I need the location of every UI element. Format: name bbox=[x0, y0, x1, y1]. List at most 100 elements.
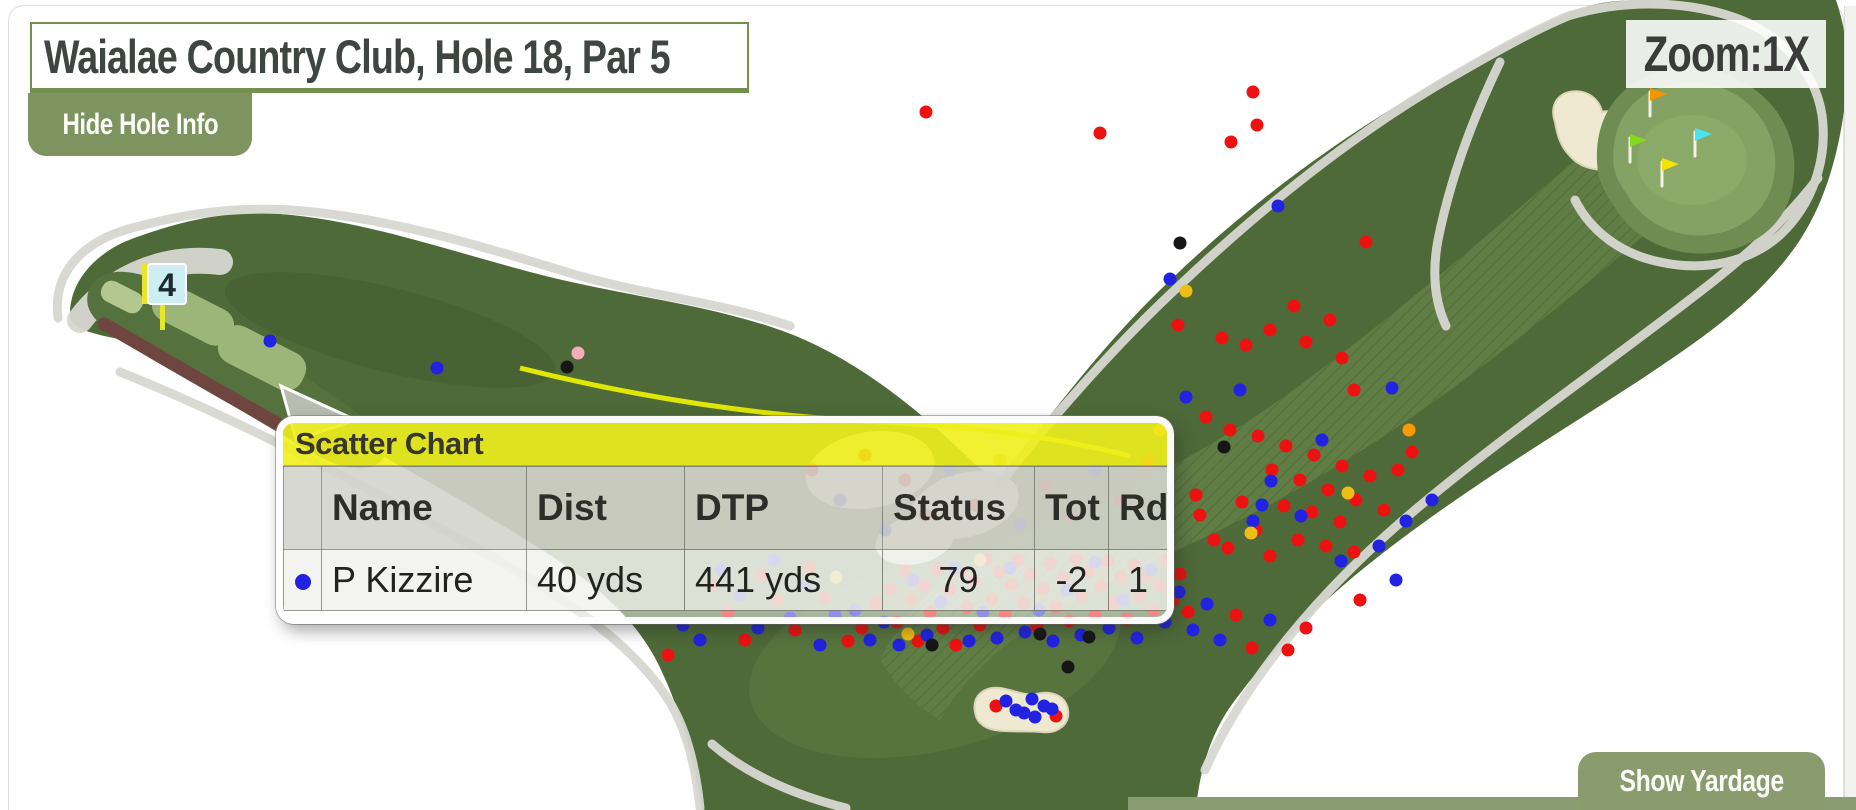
shot-dot[interactable] bbox=[1018, 625, 1032, 639]
shot-dot[interactable] bbox=[1082, 630, 1096, 644]
shot-dot[interactable] bbox=[1246, 85, 1260, 99]
shot-dot[interactable] bbox=[1334, 554, 1348, 568]
shot-dot[interactable] bbox=[1173, 236, 1187, 250]
shot-dot[interactable] bbox=[1363, 469, 1377, 483]
shot-dot[interactable] bbox=[999, 694, 1013, 708]
shot-dot[interactable] bbox=[1353, 593, 1367, 607]
shot-dot[interactable] bbox=[1265, 463, 1279, 477]
shot-dot[interactable] bbox=[1315, 433, 1329, 447]
show-yardage-button[interactable]: Show Yardage bbox=[1578, 752, 1825, 810]
shot-dot[interactable] bbox=[901, 627, 915, 641]
shot-dot[interactable] bbox=[1045, 702, 1059, 716]
shot-dot[interactable] bbox=[841, 634, 855, 648]
shot-dot[interactable] bbox=[1264, 474, 1278, 488]
shot-dot[interactable] bbox=[1171, 318, 1185, 332]
shot-dot[interactable] bbox=[1291, 533, 1305, 547]
shot-dot[interactable] bbox=[989, 699, 1003, 713]
shot-dot[interactable] bbox=[1294, 509, 1308, 523]
shot-dot[interactable] bbox=[1130, 631, 1144, 645]
shot-dot[interactable] bbox=[1028, 710, 1042, 724]
shot-dot[interactable] bbox=[1199, 410, 1213, 424]
shot-dot[interactable] bbox=[1246, 514, 1260, 528]
shot-dot[interactable] bbox=[1333, 515, 1347, 529]
shot-dot[interactable] bbox=[1093, 126, 1107, 140]
shot-dot[interactable] bbox=[936, 621, 950, 635]
shot-dot[interactable] bbox=[1287, 299, 1301, 313]
shot-dot[interactable] bbox=[1299, 335, 1313, 349]
hide-hole-info-button[interactable]: Hide Hole Info bbox=[28, 93, 252, 156]
shot-dot[interactable] bbox=[693, 633, 707, 647]
shot-dot[interactable] bbox=[263, 334, 277, 348]
shot-dot[interactable] bbox=[1255, 498, 1269, 512]
shot-dot[interactable] bbox=[1221, 541, 1235, 555]
shot-dot[interactable] bbox=[738, 633, 752, 647]
shot-dot[interactable] bbox=[1263, 613, 1277, 627]
shot-dot[interactable] bbox=[1263, 323, 1277, 337]
shot-dot[interactable] bbox=[571, 346, 585, 360]
shot-dot[interactable] bbox=[560, 360, 574, 374]
shot-dot[interactable] bbox=[1341, 486, 1355, 500]
shot-dot[interactable] bbox=[1385, 381, 1399, 395]
shot-dot[interactable] bbox=[1391, 463, 1405, 477]
shot-dot[interactable] bbox=[1321, 483, 1335, 497]
shot-dot[interactable] bbox=[1163, 272, 1177, 286]
shot-dot[interactable] bbox=[661, 648, 675, 662]
shot-dot[interactable] bbox=[1235, 495, 1249, 509]
shot-dot[interactable] bbox=[1372, 539, 1386, 553]
shot-dot[interactable] bbox=[1251, 429, 1265, 443]
shot-dot[interactable] bbox=[949, 638, 963, 652]
shot-dot[interactable] bbox=[1017, 706, 1031, 720]
shot-dot[interactable] bbox=[1193, 508, 1207, 522]
shot-dot[interactable] bbox=[1179, 284, 1193, 298]
shot-dot[interactable] bbox=[1244, 526, 1258, 540]
shot-dot[interactable] bbox=[1281, 643, 1295, 657]
shot-dot[interactable] bbox=[751, 621, 765, 635]
shot-dot[interactable] bbox=[1250, 118, 1264, 132]
shot-dot[interactable] bbox=[892, 638, 906, 652]
shot-dot[interactable] bbox=[1033, 627, 1047, 641]
shot-dot[interactable] bbox=[1233, 383, 1247, 397]
shot-dot[interactable] bbox=[1347, 383, 1361, 397]
shot-dot[interactable] bbox=[1245, 641, 1259, 655]
shot-dot[interactable] bbox=[1213, 633, 1227, 647]
shot-dot[interactable] bbox=[1399, 514, 1413, 528]
shot-dot[interactable] bbox=[919, 105, 933, 119]
shot-dot[interactable] bbox=[1189, 488, 1203, 502]
shot-dot[interactable] bbox=[1207, 533, 1221, 547]
shot-dot[interactable] bbox=[1293, 473, 1307, 487]
shot-dot[interactable] bbox=[925, 638, 939, 652]
shot-dot[interactable] bbox=[1179, 390, 1193, 404]
shot-dot[interactable] bbox=[1173, 567, 1187, 581]
shot-dot[interactable] bbox=[920, 628, 934, 642]
shot-dot[interactable] bbox=[1307, 448, 1321, 462]
shot-dot[interactable] bbox=[1186, 623, 1200, 637]
shot-dot[interactable] bbox=[962, 634, 976, 648]
shot-dot[interactable] bbox=[1277, 499, 1291, 513]
shot-dot[interactable] bbox=[1223, 423, 1237, 437]
shot-dot[interactable] bbox=[990, 631, 1004, 645]
shot-dot[interactable] bbox=[1359, 235, 1373, 249]
shot-dot[interactable] bbox=[1335, 459, 1349, 473]
shot-dot[interactable] bbox=[1335, 351, 1349, 365]
shot-dot[interactable] bbox=[1263, 549, 1277, 563]
shot-dot[interactable] bbox=[788, 623, 802, 637]
shot-dot[interactable] bbox=[1217, 440, 1231, 454]
shot-dot[interactable] bbox=[1323, 313, 1337, 327]
shot-dot[interactable] bbox=[1181, 605, 1195, 619]
shot-dot[interactable] bbox=[1305, 505, 1319, 519]
shot-dot[interactable] bbox=[430, 361, 444, 375]
shot-dot[interactable] bbox=[1200, 597, 1214, 611]
shot-dot[interactable] bbox=[1172, 585, 1186, 599]
shot-dot[interactable] bbox=[1405, 445, 1419, 459]
shot-dot[interactable] bbox=[855, 621, 869, 635]
shot-dot[interactable] bbox=[1425, 493, 1439, 507]
shot-dot[interactable] bbox=[813, 638, 827, 652]
shot-dot[interactable] bbox=[1102, 621, 1116, 635]
shot-dot[interactable] bbox=[1377, 503, 1391, 517]
shot-dot[interactable] bbox=[1299, 621, 1313, 635]
shot-dot[interactable] bbox=[1046, 634, 1060, 648]
scrollbar-strip[interactable] bbox=[1844, 6, 1856, 810]
shot-dot[interactable] bbox=[1239, 338, 1253, 352]
shot-dot[interactable] bbox=[1319, 539, 1333, 553]
